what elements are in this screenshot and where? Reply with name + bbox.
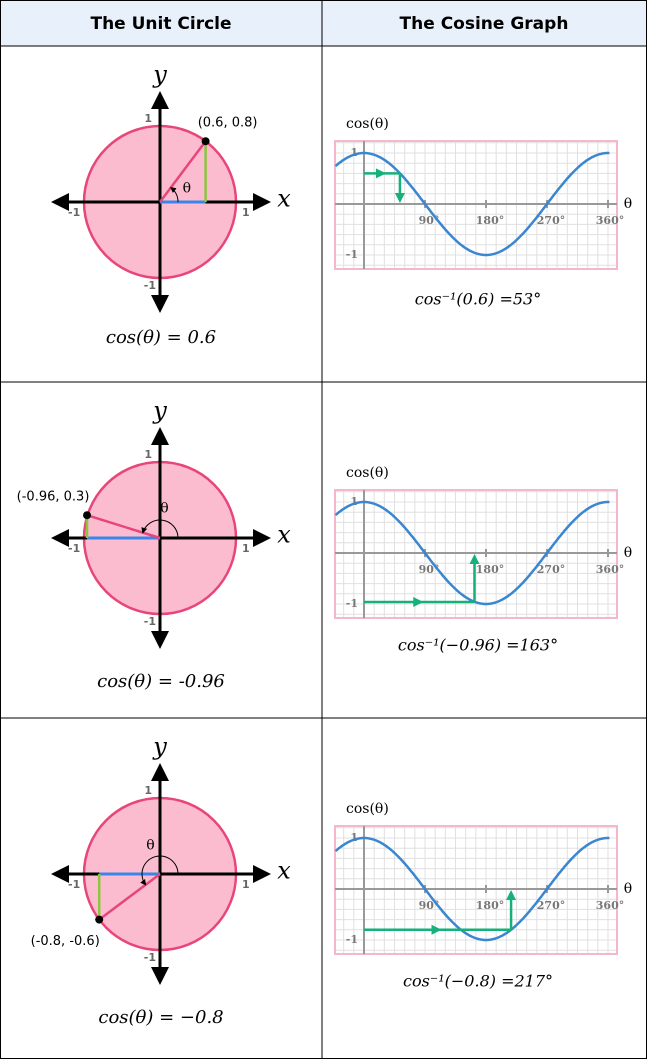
radius (86, 514, 161, 540)
cos-curve (334, 836, 610, 942)
graph-x-tick: 270° (537, 214, 565, 227)
point-label: (0.6, 0.8) (198, 116, 258, 131)
equation: cos(θ) = −0.8 (98, 1007, 223, 1028)
radius (98, 872, 161, 921)
tick-label: -1 (68, 206, 80, 219)
tick-label: 1 (242, 878, 250, 891)
angle-label: θ (160, 500, 168, 516)
point-label: (-0.8, -0.6) (31, 934, 100, 949)
equation: cos(θ) = 0.6 (106, 327, 216, 348)
point-label: (-0.96, 0.3) (17, 490, 90, 505)
axis-label: y (152, 733, 167, 761)
graph-x-tick: 270° (537, 899, 565, 912)
graph-x-tick: 360° (596, 899, 624, 912)
header: The Unit Circle (90, 14, 231, 34)
graph-x-tick: 270° (537, 563, 565, 576)
tick-label: 1 (144, 112, 152, 125)
graph-y-label: cos(θ) (346, 465, 389, 481)
graph-x-tick: 180° (476, 899, 504, 912)
angle-arc (170, 187, 179, 203)
axis-label: x (277, 185, 291, 213)
graph-equation: cos⁻¹(0.6) =53° (415, 290, 541, 309)
graph-y-label: cos(θ) (346, 116, 389, 132)
graph-y-tick: -1 (346, 248, 358, 261)
tick-label: -1 (144, 951, 156, 964)
tick-label: -1 (68, 878, 80, 891)
guide-arrow (375, 168, 386, 179)
axis-label: x (277, 857, 291, 885)
radius (159, 140, 207, 203)
graph-x-tick: 180° (476, 563, 504, 576)
angle-label: θ (183, 181, 191, 197)
point (95, 915, 104, 924)
graph-equation: cos⁻¹(−0.96) =163° (398, 636, 558, 655)
graph-x-label: θ (624, 545, 632, 561)
angle-arc (140, 855, 179, 886)
tick-label: -1 (68, 542, 80, 555)
axis-label: x (277, 521, 291, 549)
graph-y-tick: -1 (346, 933, 358, 946)
angle-arc (141, 519, 179, 539)
guide-arrow (431, 924, 442, 935)
graph-equation: cos⁻¹(−0.8) =217° (403, 972, 553, 991)
tick-label: 1 (144, 448, 152, 461)
graph-y-tick: 1 (350, 146, 358, 159)
equation: cos(θ) = -0.96 (97, 671, 225, 692)
tick-label: -1 (144, 279, 156, 292)
graph-y-tick: 1 (350, 831, 358, 844)
tick-label: 1 (144, 784, 152, 797)
graph-x-label: θ (624, 881, 632, 897)
graph-x-label: θ (624, 196, 632, 212)
point (83, 511, 92, 520)
graph-x-tick: 360° (596, 563, 624, 576)
header-bg (0, 0, 647, 47)
graph-x-tick: 360° (596, 214, 624, 227)
graph-x-tick: 180° (476, 214, 504, 227)
point (201, 137, 210, 146)
tick-label: -1 (144, 615, 156, 628)
graph-y-tick: 1 (350, 495, 358, 508)
axis-label: y (152, 397, 167, 425)
angle-label: θ (146, 838, 154, 854)
cos-curve (334, 151, 610, 257)
axis-label: y (152, 61, 167, 89)
graph-y-tick: -1 (346, 597, 358, 610)
graph-y-label: cos(θ) (346, 801, 389, 817)
guide-arrow (413, 596, 424, 607)
header: The Cosine Graph (400, 14, 569, 34)
tick-label: 1 (242, 206, 250, 219)
tick-label: 1 (242, 542, 250, 555)
